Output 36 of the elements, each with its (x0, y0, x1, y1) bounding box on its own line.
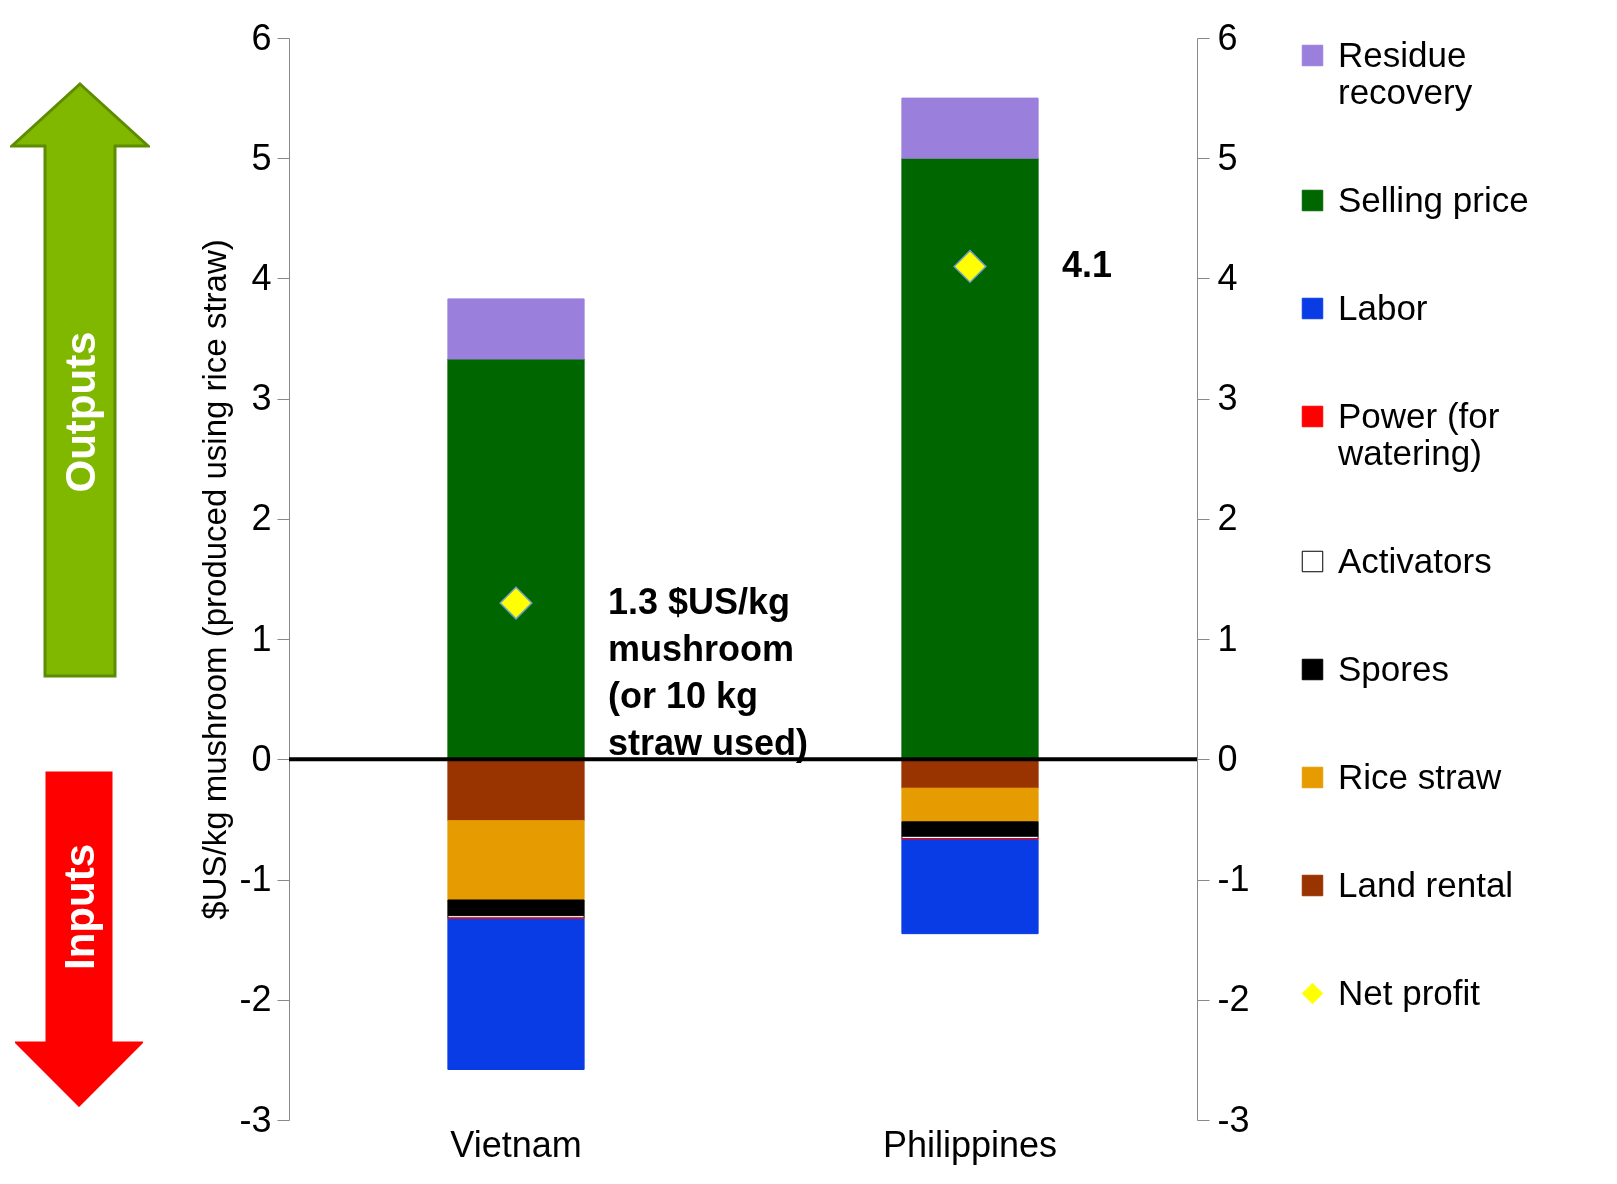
legend-label: Net profit (1338, 972, 1481, 1012)
legend-label: Rice straw (1338, 756, 1503, 796)
legend-label: Land rental (1338, 864, 1514, 904)
legend-label: Residue recovery (1338, 34, 1473, 111)
text: Outputs (56, 331, 104, 493)
annotation: 1.3 $US/kg mushroom (or 10 kg straw used) (608, 581, 809, 764)
y2-tick-label: 1 (1217, 617, 1238, 659)
y2-tick-label: 0 (1217, 737, 1238, 779)
y2-tick-label: 4 (1217, 256, 1238, 298)
y2-tick-label: -2 (1217, 978, 1250, 1020)
legend-label: Activators (1338, 540, 1492, 580)
y2-tick-label: 3 (1217, 377, 1238, 419)
legend-label: Labor (1338, 287, 1428, 327)
legend-label: Spores (1338, 648, 1449, 688)
y2-tick-label: -1 (1217, 858, 1250, 900)
x-tick-label: Vietnam (450, 1123, 582, 1165)
y-axis-title: $US/kg mushroom (produced using rice straw) (196, 239, 234, 920)
y-tick-label: -3 (239, 1098, 272, 1140)
y-tick-label: 0 (251, 737, 272, 779)
text: Inputs (55, 844, 103, 970)
legend-label: Selling price (1338, 179, 1529, 219)
legend-label: Power (for watering) (1337, 395, 1500, 472)
y-tick-label: -1 (239, 858, 272, 900)
y-tick-label: 2 (251, 497, 272, 539)
x-tick-label: Philippines (882, 1123, 1058, 1165)
y2-tick-label: 6 (1217, 16, 1238, 58)
y2-tick-label: 2 (1217, 497, 1238, 539)
y2-tick-label: 5 (1217, 136, 1238, 178)
y-tick-label: -2 (239, 978, 272, 1020)
y2-tick-label: -3 (1217, 1098, 1250, 1140)
y-tick-label: 6 (251, 16, 272, 58)
annotation: 4.1 (1062, 244, 1113, 286)
y-tick-label: 4 (251, 256, 272, 298)
y-tick-label: 5 (251, 136, 272, 178)
y-tick-label: 1 (251, 617, 272, 659)
y-tick-label: 3 (251, 377, 272, 419)
